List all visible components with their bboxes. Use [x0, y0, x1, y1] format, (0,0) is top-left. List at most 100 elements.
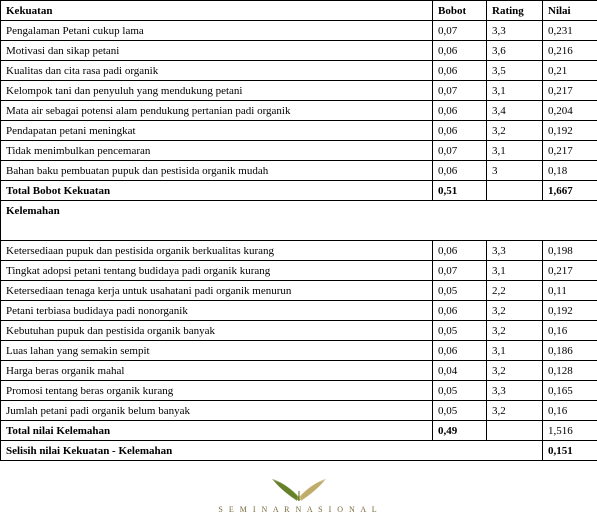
weakness-nilai: 0,198: [543, 241, 597, 261]
strength-rating: 3,3: [487, 21, 543, 41]
strength-label: Kualitas dan cita rasa padi organik: [1, 61, 433, 81]
header-bobot: Bobot: [433, 1, 487, 21]
weakness-nilai: 0,128: [543, 361, 597, 381]
strength-bobot: 0,06: [433, 61, 487, 81]
logo-text: S E M I N A R N A S I O N A L: [218, 505, 378, 514]
weakness-label: Ketersediaan pupuk dan pestisida organik…: [1, 241, 433, 261]
strength-rating: 3,1: [487, 81, 543, 101]
header-nilai: Nilai: [543, 1, 597, 21]
weakness-bobot: 0,06: [433, 301, 487, 321]
strength-rating: 3,2: [487, 121, 543, 141]
weakness-bobot: 0,05: [433, 381, 487, 401]
strength-label: Tidak menimbulkan pencemaran: [1, 141, 433, 161]
strengths-total-nilai: 1,667: [543, 181, 597, 201]
weaknesses-total-row: Total nilai Kelemahan 0,49 1,516: [1, 421, 597, 441]
weakness-label: Petani terbiasa budidaya padi nonorganik: [1, 301, 433, 321]
weakness-bobot: 0,06: [433, 241, 487, 261]
weakness-nilai: 0,186: [543, 341, 597, 361]
weakness-row: Harga beras organik mahal0,043,20,128: [1, 361, 597, 381]
weakness-bobot: 0,05: [433, 401, 487, 421]
weaknesses-total-label: Total nilai Kelemahan: [1, 421, 433, 441]
strength-row: Pendapatan petani meningkat0,063,20,192: [1, 121, 597, 141]
strength-nilai: 0,216: [543, 41, 597, 61]
strength-bobot: 0,06: [433, 41, 487, 61]
weakness-bobot: 0,05: [433, 321, 487, 341]
weakness-label: Harga beras organik mahal: [1, 361, 433, 381]
header-kekuatan: Kekuatan: [1, 1, 433, 21]
weakness-nilai: 0,165: [543, 381, 597, 401]
header-rating: Rating: [487, 1, 543, 21]
weakness-bobot: 0,07: [433, 261, 487, 281]
weakness-nilai: 0,16: [543, 321, 597, 341]
weakness-bobot: 0,04: [433, 361, 487, 381]
strength-label: Pengalaman Petani cukup lama: [1, 21, 433, 41]
weakness-rating: 2,2: [487, 281, 543, 301]
strength-row: Tidak menimbulkan pencemaran0,073,10,217: [1, 141, 597, 161]
strength-bobot: 0,07: [433, 21, 487, 41]
weakness-row: Tingkat adopsi petani tentang budidaya p…: [1, 261, 597, 281]
weakness-rating: 3,3: [487, 241, 543, 261]
weakness-label: Luas lahan yang semakin sempit: [1, 341, 433, 361]
weakness-rating: 3,1: [487, 261, 543, 281]
strength-nilai: 0,204: [543, 101, 597, 121]
weakness-row: Ketersediaan pupuk dan pestisida organik…: [1, 241, 597, 261]
strength-row: Bahan baku pembuatan pupuk dan pestisida…: [1, 161, 597, 181]
weakness-row: Luas lahan yang semakin sempit0,063,10,1…: [1, 341, 597, 361]
strength-nilai: 0,192: [543, 121, 597, 141]
weakness-bobot: 0,05: [433, 281, 487, 301]
weakness-rating: 3,2: [487, 301, 543, 321]
weakness-rating: 3,2: [487, 361, 543, 381]
strength-row: Mata air sebagai potensi alam pendukung …: [1, 101, 597, 121]
strength-row: Motivasi dan sikap petani0,063,60,216: [1, 41, 597, 61]
strength-rating: 3,5: [487, 61, 543, 81]
strengths-total-rating: [487, 181, 543, 201]
weakness-nilai: 0,11: [543, 281, 597, 301]
weakness-header-label: Kelemahan: [1, 201, 597, 241]
difference-label: Selisih nilai Kekuatan - Kelemahan: [1, 441, 543, 461]
weakness-rating: 3,2: [487, 401, 543, 421]
weakness-row: Jumlah petani padi organik belum banyak0…: [1, 401, 597, 421]
weakness-bobot: 0,06: [433, 341, 487, 361]
weakness-rating: 3,3: [487, 381, 543, 401]
weakness-row: Promosi tentang beras organik kurang0,05…: [1, 381, 597, 401]
weakness-label: Ketersediaan tenaga kerja untuk usahatan…: [1, 281, 433, 301]
weaknesses-total-rating: [487, 421, 543, 441]
weakness-header-row: Kelemahan: [1, 201, 597, 241]
strength-rating: 3: [487, 161, 543, 181]
strength-rating: 3,1: [487, 141, 543, 161]
strength-nilai: 0,217: [543, 141, 597, 161]
strength-bobot: 0,06: [433, 161, 487, 181]
weakness-label: Kebutuhan pupuk dan pestisida organik ba…: [1, 321, 433, 341]
strength-bobot: 0,06: [433, 101, 487, 121]
weakness-nilai: 0,16: [543, 401, 597, 421]
logo-container: S E M I N A R N A S I O N A L: [218, 473, 378, 514]
seminar-logo-icon: [264, 473, 334, 503]
strengths-total-label: Total Bobot Kekuatan: [1, 181, 433, 201]
weakness-rating: 3,1: [487, 341, 543, 361]
strength-nilai: 0,217: [543, 81, 597, 101]
difference-row: Selisih nilai Kekuatan - Kelemahan 0,151: [1, 441, 597, 461]
strength-bobot: 0,07: [433, 141, 487, 161]
weakness-nilai: 0,217: [543, 261, 597, 281]
strength-row: Pengalaman Petani cukup lama0,073,30,231: [1, 21, 597, 41]
strength-nilai: 0,231: [543, 21, 597, 41]
strength-label: Mata air sebagai potensi alam pendukung …: [1, 101, 433, 121]
weaknesses-total-nilai: 1,516: [543, 421, 597, 441]
strength-row: Kualitas dan cita rasa padi organik0,063…: [1, 61, 597, 81]
weakness-label: Tingkat adopsi petani tentang budidaya p…: [1, 261, 433, 281]
weakness-row: Petani terbiasa budidaya padi nonorganik…: [1, 301, 597, 321]
strength-bobot: 0,06: [433, 121, 487, 141]
strengths-total-bobot: 0,51: [433, 181, 487, 201]
footer-logo: S E M I N A R N A S I O N A L: [0, 473, 597, 515]
weakness-row: Kebutuhan pupuk dan pestisida organik ba…: [1, 321, 597, 341]
strength-label: Pendapatan petani meningkat: [1, 121, 433, 141]
weakness-rating: 3,2: [487, 321, 543, 341]
analysis-table: Kekuatan Bobot Rating Nilai Pengalaman P…: [0, 0, 597, 461]
strength-label: Bahan baku pembuatan pupuk dan pestisida…: [1, 161, 433, 181]
strength-nilai: 0,18: [543, 161, 597, 181]
weakness-nilai: 0,192: [543, 301, 597, 321]
weakness-label: Promosi tentang beras organik kurang: [1, 381, 433, 401]
strength-rating: 3,6: [487, 41, 543, 61]
header-row: Kekuatan Bobot Rating Nilai: [1, 1, 597, 21]
strength-nilai: 0,21: [543, 61, 597, 81]
